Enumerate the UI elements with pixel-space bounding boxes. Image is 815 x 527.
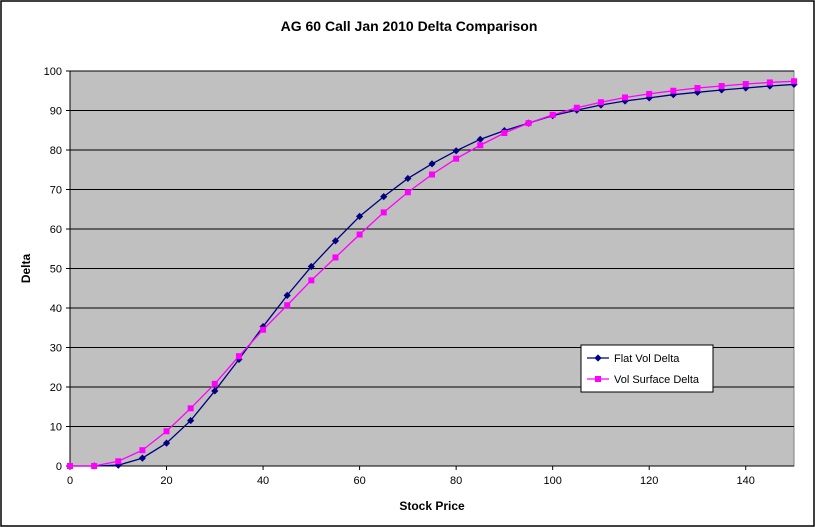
data-point xyxy=(307,262,315,271)
series-layer xyxy=(66,78,798,470)
data-point xyxy=(791,78,797,85)
data-point xyxy=(162,439,171,447)
gridlines xyxy=(70,70,794,427)
data-point xyxy=(115,458,122,465)
data-point xyxy=(766,79,773,86)
data-point xyxy=(380,209,387,216)
y-axis-title: Delta xyxy=(19,254,33,284)
x-tick-label: 120 xyxy=(640,475,658,487)
data-point xyxy=(694,84,701,91)
x-tick-label: 140 xyxy=(737,475,755,487)
data-point xyxy=(139,447,146,454)
legend: Flat Vol Delta Vol Surface Delta xyxy=(580,344,714,393)
data-point xyxy=(187,416,195,425)
data-point xyxy=(693,88,702,96)
y-tick-label: 50 xyxy=(50,264,62,276)
data-point xyxy=(91,463,98,469)
data-point xyxy=(284,302,291,309)
data-point xyxy=(356,231,363,238)
data-point xyxy=(453,155,460,162)
data-point xyxy=(597,99,604,106)
y-tick-label: 90 xyxy=(50,106,62,118)
x-tick-label: 0 xyxy=(67,475,73,487)
y-tick-label: 60 xyxy=(50,224,62,236)
data-point xyxy=(114,461,122,469)
x-axis-title: Stock Price xyxy=(399,499,465,513)
data-point xyxy=(670,87,677,94)
axes: 0 10 20 30 40 50 60 70 80 90 100 0 20 40 60 80 100 120 140 xyxy=(44,66,794,487)
y-tick-label: 0 xyxy=(56,461,62,473)
square-marker-icon xyxy=(595,376,601,382)
y-tick-label: 100 xyxy=(44,66,62,78)
data-point xyxy=(138,454,146,462)
data-point xyxy=(211,380,218,387)
x-tick-label: 40 xyxy=(257,475,269,487)
data-point xyxy=(235,355,243,363)
y-tick-label: 10 xyxy=(50,422,62,434)
data-point xyxy=(187,405,194,412)
y-tick-label: 20 xyxy=(50,382,62,394)
data-point xyxy=(501,130,508,137)
x-tick-label: 60 xyxy=(353,475,365,487)
data-point xyxy=(622,94,629,101)
data-point xyxy=(476,135,484,143)
data-point xyxy=(428,160,436,168)
x-tick-label: 80 xyxy=(450,475,462,487)
chart-title: AG 60 Call Jan 2010 Delta Comparison xyxy=(281,18,538,34)
data-point xyxy=(549,111,556,118)
y-tick-label: 30 xyxy=(50,343,62,355)
legend-item: Vol Surface Delta xyxy=(587,374,700,386)
data-point xyxy=(404,189,411,196)
data-point xyxy=(742,84,750,92)
data-point xyxy=(404,174,412,183)
y-tick-label: 80 xyxy=(50,145,62,157)
data-point xyxy=(211,387,219,395)
x-tick-label: 100 xyxy=(543,475,561,487)
diamond-marker-icon xyxy=(594,354,602,362)
data-point xyxy=(331,237,340,245)
data-point xyxy=(235,353,242,360)
y-tick-label: 70 xyxy=(50,185,62,197)
y-tick-label: 40 xyxy=(50,303,62,315)
data-point xyxy=(525,120,532,127)
data-point xyxy=(645,94,653,102)
data-point xyxy=(356,212,364,220)
legend-label: Vol Surface Delta xyxy=(614,374,700,386)
data-point xyxy=(260,326,267,333)
data-point xyxy=(380,193,388,201)
data-point xyxy=(332,254,339,261)
data-point xyxy=(742,81,749,88)
data-point xyxy=(573,104,580,111)
data-point xyxy=(67,463,73,469)
data-point xyxy=(283,291,291,299)
x-tick-label: 20 xyxy=(160,475,172,487)
data-point xyxy=(452,147,460,155)
series-2 xyxy=(67,78,797,469)
data-point xyxy=(718,83,725,90)
data-point xyxy=(477,142,484,149)
data-point xyxy=(308,277,315,284)
legend-box xyxy=(580,344,714,393)
data-point xyxy=(163,428,170,435)
data-point xyxy=(646,90,653,97)
data-point xyxy=(429,171,435,178)
legend-item: Flat Vol Delta xyxy=(587,353,680,365)
legend-label: Flat Vol Delta xyxy=(614,353,680,365)
